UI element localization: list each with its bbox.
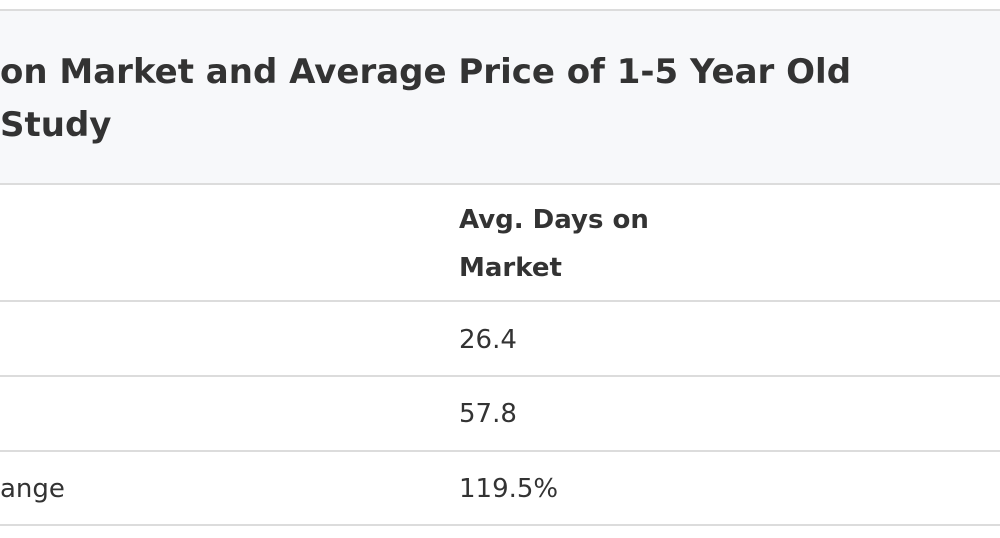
divider bbox=[0, 524, 1000, 526]
divider bbox=[0, 9, 1000, 11]
divider bbox=[0, 300, 1000, 302]
row-label: ange bbox=[0, 474, 65, 504]
divider bbox=[0, 450, 1000, 452]
title-line: on Market and Average Price of 1-5 Year … bbox=[0, 52, 852, 92]
column-header: Avg. Days on bbox=[459, 205, 649, 235]
title-line: Study bbox=[0, 105, 112, 145]
cell: 26.4 bbox=[459, 325, 517, 355]
cell: 57.8 bbox=[459, 399, 517, 429]
divider bbox=[0, 183, 1000, 185]
cell: 119.5% bbox=[459, 474, 559, 504]
divider bbox=[0, 375, 1000, 377]
column-header: Market bbox=[459, 253, 562, 283]
title-background bbox=[0, 10, 1000, 184]
